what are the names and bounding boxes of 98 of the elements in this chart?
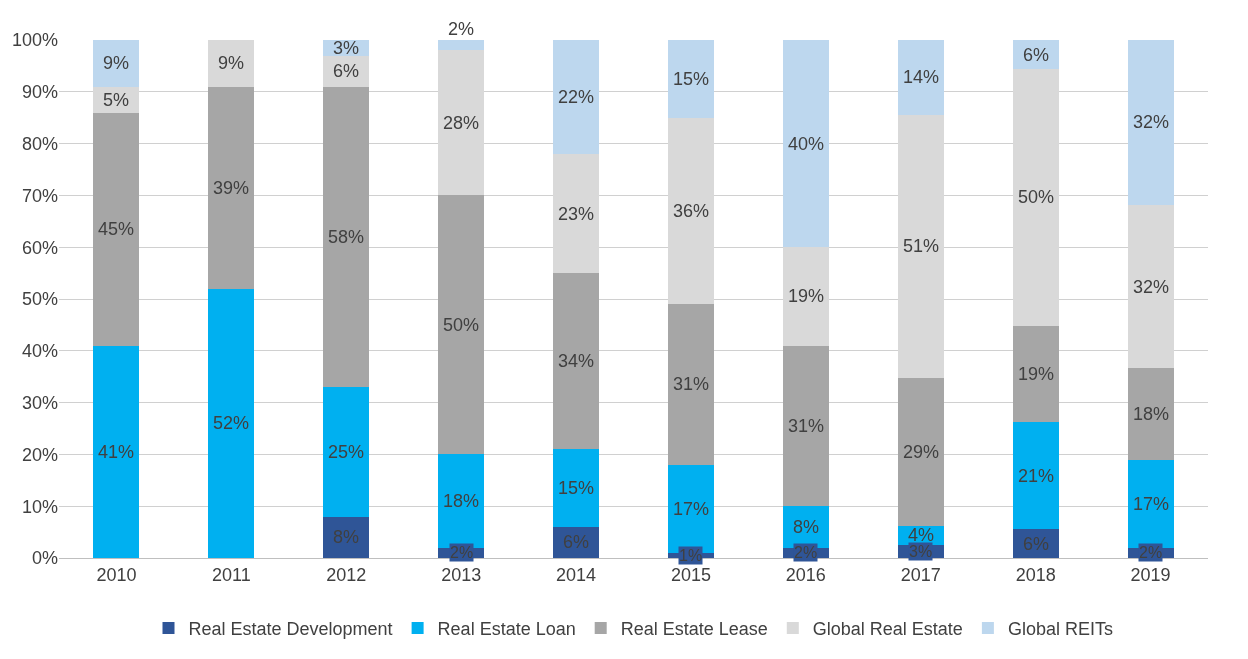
bar: [323, 86, 370, 388]
bar: [897, 377, 944, 526]
bar: [553, 273, 600, 450]
data-label: 40%: [788, 134, 825, 154]
x-tick-label: 2015: [670, 564, 711, 585]
bar: [93, 345, 140, 558]
data-label: 2%: [448, 19, 475, 39]
bar: [208, 288, 255, 558]
bar: [1127, 459, 1174, 548]
data-label: 39%: [213, 178, 250, 198]
data-label: 41%: [98, 442, 135, 462]
data-label: 3%: [909, 543, 933, 560]
data-label: 28%: [443, 113, 480, 133]
bar: [782, 345, 829, 507]
data-label: 19%: [788, 286, 825, 306]
data-label: 18%: [443, 491, 480, 511]
y-tick-label: 30%: [21, 392, 58, 413]
bar: [208, 40, 255, 87]
y-tick-label: 50%: [21, 289, 58, 310]
y-tick-label: 10%: [21, 496, 58, 517]
data-label: 21%: [1018, 466, 1055, 486]
data-label: 2%: [1139, 544, 1163, 561]
bar: [1127, 40, 1174, 205]
bar: [208, 86, 255, 289]
data-label: 9%: [103, 53, 130, 73]
data-label: 29%: [903, 442, 940, 462]
data-label: 15%: [558, 478, 595, 498]
x-tick-label: 2011: [211, 564, 251, 585]
data-label: 45%: [98, 219, 135, 239]
legend-label: Global Real Estate: [812, 619, 963, 640]
y-tick-label: 0%: [31, 548, 58, 569]
data-label: 25%: [328, 442, 365, 462]
x-tick-label: 2012: [326, 564, 367, 585]
bar: [782, 40, 829, 248]
bar: [1012, 422, 1059, 529]
data-label: 17%: [1133, 494, 1170, 514]
data-label: 58%: [328, 227, 365, 247]
x-tick-label: 2010: [96, 564, 137, 585]
data-label: 36%: [673, 201, 710, 221]
data-label: 23%: [558, 204, 595, 224]
data-label: 5%: [103, 90, 130, 110]
bar: [1012, 325, 1059, 423]
data-label: 51%: [903, 236, 940, 256]
data-label: 34%: [558, 351, 595, 371]
legend-label: Real Estate Lease: [620, 619, 768, 640]
x-tick-label: 2016: [785, 564, 826, 585]
data-label: 1%: [679, 547, 703, 564]
data-label: 19%: [1018, 364, 1055, 384]
bar: [897, 40, 944, 115]
data-label: 50%: [1018, 187, 1055, 207]
y-tick-label: 100%: [11, 30, 58, 51]
data-label: 18%: [1133, 404, 1170, 424]
data-label: 14%: [903, 67, 940, 87]
data-label: 17%: [673, 499, 710, 519]
data-label: 32%: [1133, 112, 1170, 132]
y-tick-label: 70%: [21, 185, 58, 206]
x-tick-label: 2014: [556, 564, 597, 585]
data-label: 31%: [673, 374, 710, 394]
data-label: 3%: [333, 38, 360, 58]
bar: [438, 195, 485, 455]
bar: [553, 40, 600, 154]
data-label: 32%: [1133, 277, 1170, 297]
legend-label: Real Estate Loan: [437, 619, 576, 640]
data-label: 15%: [673, 69, 710, 89]
bar: [93, 112, 140, 346]
x-tick-label: 2017: [900, 564, 941, 585]
x-tick-label: 2018: [1015, 564, 1056, 585]
bar: [667, 40, 714, 118]
legend-label: Global REITs: [1007, 619, 1113, 640]
data-label: 2%: [794, 544, 818, 561]
data-label: 4%: [908, 525, 935, 545]
data-label: 22%: [558, 87, 595, 107]
data-label: 6%: [1023, 534, 1050, 554]
y-tick-label: 60%: [21, 237, 58, 258]
bar: [438, 40, 485, 51]
data-label: 52%: [213, 413, 250, 433]
data-label: 31%: [788, 416, 825, 436]
data-label: 6%: [1023, 45, 1050, 65]
bar: [438, 454, 485, 548]
data-label: 2%: [450, 544, 474, 561]
data-label: 9%: [218, 53, 245, 73]
bar: [323, 387, 370, 517]
data-label: 6%: [563, 532, 590, 552]
data-label: 50%: [443, 315, 480, 335]
bar: [667, 304, 714, 465]
x-tick-label: 2019: [1130, 564, 1171, 585]
y-tick-label: 80%: [21, 133, 58, 154]
y-tick-label: 40%: [21, 341, 58, 362]
legend-label: Real Estate Development: [188, 619, 393, 640]
x-tick-label: 2013: [441, 564, 482, 585]
data-label: 8%: [793, 517, 820, 537]
data-label: 8%: [333, 527, 360, 547]
bar: [93, 40, 140, 87]
data-label: 6%: [333, 61, 360, 81]
bar: [1127, 368, 1174, 460]
bar: [553, 449, 600, 527]
y-tick-label: 20%: [21, 444, 58, 465]
y-tick-label: 90%: [21, 82, 58, 103]
